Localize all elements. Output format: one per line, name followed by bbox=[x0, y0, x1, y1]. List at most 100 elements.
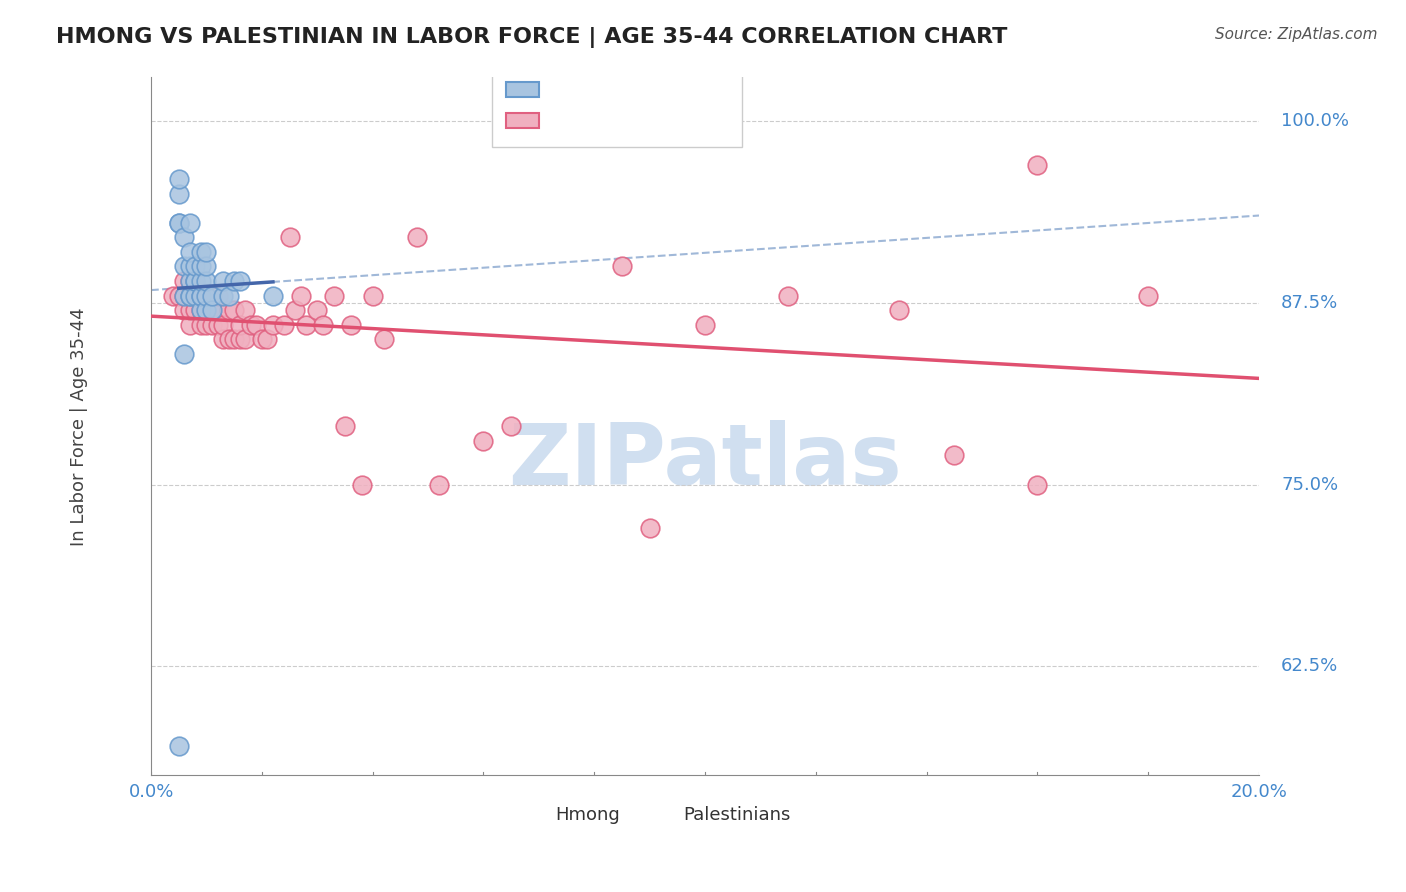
Point bbox=[1137, 288, 1160, 302]
Point bbox=[207, 318, 229, 332]
FancyBboxPatch shape bbox=[516, 807, 548, 822]
Point bbox=[224, 274, 246, 288]
Point bbox=[218, 332, 240, 346]
Point bbox=[190, 288, 212, 302]
Point bbox=[207, 288, 229, 302]
Point bbox=[373, 332, 395, 346]
Point bbox=[167, 288, 190, 302]
Point bbox=[361, 288, 384, 302]
Point bbox=[167, 172, 190, 186]
Text: HMONG VS PALESTINIAN IN LABOR FORCE | AGE 35-44 CORRELATION CHART: HMONG VS PALESTINIAN IN LABOR FORCE | AG… bbox=[56, 27, 1008, 48]
Point bbox=[427, 477, 450, 491]
Point bbox=[179, 274, 201, 288]
Point bbox=[887, 303, 910, 318]
Point bbox=[179, 216, 201, 230]
Point bbox=[173, 230, 195, 244]
Point bbox=[173, 288, 195, 302]
Point bbox=[184, 288, 207, 302]
Point bbox=[190, 274, 212, 288]
Point bbox=[943, 449, 966, 463]
Point bbox=[167, 216, 190, 230]
Text: 75.0%: 75.0% bbox=[1281, 475, 1339, 493]
Point bbox=[284, 303, 307, 318]
Point bbox=[190, 303, 212, 318]
Point bbox=[184, 288, 207, 302]
Point bbox=[179, 303, 201, 318]
Point bbox=[262, 318, 284, 332]
Point bbox=[195, 274, 218, 288]
Point bbox=[228, 318, 250, 332]
Point bbox=[173, 347, 195, 361]
Text: 20.0%: 20.0% bbox=[1230, 782, 1288, 801]
Text: 87.5%: 87.5% bbox=[1281, 293, 1339, 312]
Point bbox=[273, 318, 295, 332]
Text: N = 64: N = 64 bbox=[668, 112, 742, 130]
Point bbox=[1026, 477, 1049, 491]
Point bbox=[184, 260, 207, 274]
Text: Hmong: Hmong bbox=[555, 806, 620, 824]
Text: 62.5%: 62.5% bbox=[1281, 657, 1339, 675]
FancyBboxPatch shape bbox=[506, 113, 538, 128]
Point bbox=[201, 318, 224, 332]
Point bbox=[693, 318, 716, 332]
Point bbox=[167, 186, 190, 201]
Point bbox=[333, 419, 356, 434]
Text: N = 38: N = 38 bbox=[668, 79, 742, 99]
Point bbox=[778, 288, 800, 302]
Text: R =  0.042: R = 0.042 bbox=[553, 112, 665, 130]
Point bbox=[250, 332, 273, 346]
Point bbox=[212, 274, 235, 288]
Point bbox=[190, 303, 212, 318]
Point bbox=[179, 288, 201, 302]
Text: R =  0.196: R = 0.196 bbox=[553, 79, 665, 99]
FancyBboxPatch shape bbox=[506, 82, 538, 97]
Point bbox=[167, 739, 190, 754]
Point bbox=[179, 288, 201, 302]
Point bbox=[195, 288, 218, 302]
Point bbox=[207, 303, 229, 318]
Point bbox=[201, 303, 224, 318]
Text: Palestinians: Palestinians bbox=[683, 806, 790, 824]
Text: 100.0%: 100.0% bbox=[1281, 112, 1350, 130]
Point bbox=[262, 288, 284, 302]
Point bbox=[195, 288, 218, 302]
Point bbox=[179, 260, 201, 274]
Point bbox=[195, 244, 218, 259]
Point bbox=[195, 260, 218, 274]
Point bbox=[228, 332, 250, 346]
Point bbox=[406, 230, 429, 244]
Point bbox=[179, 288, 201, 302]
Point bbox=[190, 244, 212, 259]
Point bbox=[173, 288, 195, 302]
Point bbox=[638, 521, 661, 535]
Point bbox=[179, 274, 201, 288]
Point bbox=[212, 288, 235, 302]
Point bbox=[190, 260, 212, 274]
FancyBboxPatch shape bbox=[644, 807, 675, 822]
Point bbox=[195, 303, 218, 318]
Point bbox=[290, 288, 312, 302]
Point bbox=[173, 260, 195, 274]
Point bbox=[218, 288, 240, 302]
Point bbox=[312, 318, 335, 332]
Point bbox=[307, 303, 329, 318]
Point bbox=[212, 332, 235, 346]
Text: In Labor Force | Age 35-44: In Labor Force | Age 35-44 bbox=[70, 307, 89, 546]
Point bbox=[501, 419, 523, 434]
Point bbox=[212, 318, 235, 332]
Point bbox=[224, 332, 246, 346]
Point bbox=[195, 318, 218, 332]
Point bbox=[256, 332, 278, 346]
Point bbox=[228, 274, 250, 288]
Point bbox=[224, 303, 246, 318]
Point bbox=[201, 288, 224, 302]
Point bbox=[278, 230, 301, 244]
Point bbox=[245, 318, 267, 332]
Point bbox=[1026, 158, 1049, 172]
Point bbox=[233, 303, 256, 318]
Point bbox=[167, 216, 190, 230]
Text: ZIPatlas: ZIPatlas bbox=[508, 420, 901, 503]
Point bbox=[233, 332, 256, 346]
Point bbox=[610, 260, 633, 274]
Point bbox=[179, 244, 201, 259]
